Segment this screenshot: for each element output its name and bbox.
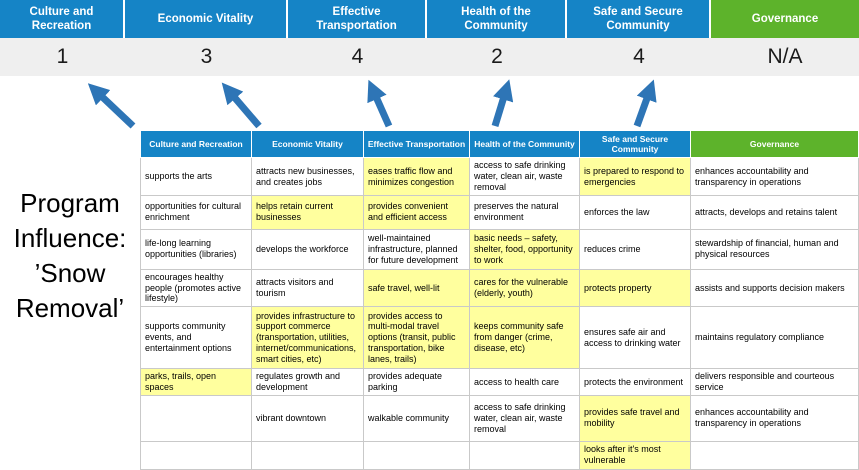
matrix-body: supports the arts attracts new businesses…	[140, 157, 859, 470]
matrix-cell-r5-c2: provides infrastructure to support comme…	[251, 306, 364, 370]
banner: Culture and Recreation Economic Vitality E…	[0, 0, 859, 76]
influence-arrow-4	[491, 79, 514, 128]
banner-label-culture-and-recreation: Culture and Recreation	[0, 0, 125, 38]
matrix-cell-r1-c5: is prepared to respond to emergencies	[579, 157, 691, 196]
matrix-cell-r2-c6: attracts, develops and retains talent	[690, 194, 859, 230]
matrix-header-governance: Governance	[690, 129, 859, 159]
matrix-cell-r2-c1: opportunities for cultural enrichment	[140, 194, 252, 230]
matrix-cell-r2-c2: helps retain current businesses	[251, 194, 364, 230]
matrix-cell-r4-c2: attracts visitors and tourism	[251, 268, 364, 308]
matrix-row-1: supports the arts attracts new businesses…	[140, 157, 859, 196]
influence-arrow-5	[633, 79, 657, 128]
matrix-cell-r6-c3: provides adequate parking	[363, 368, 470, 396]
matrix-row-2: opportunities for cultural enrichment hel…	[140, 194, 859, 230]
program-influence-label: Program Influence: ’Snow Removal’	[13, 188, 127, 323]
matrix-cell-r5-c4: keeps community safe from danger (crime,…	[469, 306, 580, 370]
matrix-cell-r4-c4: cares for the vulnerable (elderly, youth…	[469, 268, 580, 308]
matrix-cell-r3-c3: well-maintained infrastructure, planned …	[363, 228, 470, 270]
matrix-cell-r5-c1: supports community events, and entertain…	[140, 306, 252, 370]
matrix-header-safe-and-secure-community: Safe and Secure Community	[579, 129, 691, 159]
banner-score-health-of-the-community: 2	[491, 45, 503, 68]
matrix-row-5: supports community events, and entertain…	[140, 306, 859, 370]
matrix-cell-r6-c5: protects the environment	[579, 368, 691, 396]
matrix-cell-r7-c3: walkable community	[363, 394, 470, 442]
matrix-cell-r8-c4	[469, 440, 580, 470]
matrix-cell-r1-c6: enhances accountability and transparency…	[690, 157, 859, 196]
matrix-row-8: looks after it's most vulnerable	[140, 440, 859, 470]
influence-arrow-1	[87, 83, 136, 129]
influence-matrix: Culture and Recreation Economic Vitality E…	[140, 129, 859, 470]
score-arrows	[87, 79, 657, 129]
banner-score-safe-and-secure-community: 4	[633, 45, 645, 68]
matrix-cell-r5-c3: provides access to multi-modal travel op…	[363, 306, 470, 370]
matrix-cell-r4-c3: safe travel, well-lit	[363, 268, 470, 308]
banner-score-effective-transportation: 4	[351, 45, 364, 68]
matrix-cell-r3-c1: life-long learning opportunities (librar…	[140, 228, 252, 270]
matrix-cell-r2-c4: preserves the natural environment	[469, 194, 580, 230]
matrix-cell-r4-c6: assists and supports decision makers	[690, 268, 859, 308]
matrix-header-effective-transportation: Effective Transportation	[363, 129, 470, 159]
banner-score-culture-and-recreation: 1	[56, 45, 69, 68]
matrix-cell-r6-c4: access to health care	[469, 368, 580, 396]
matrix-cell-r7-c6: enhances accountability and transparency…	[690, 394, 859, 442]
banner-labels: Culture and Recreation Economic Vitality E…	[0, 0, 859, 38]
matrix-cell-r3-c5: reduces crime	[579, 228, 691, 270]
matrix-header-row: Culture and Recreation Economic Vitality E…	[140, 129, 859, 159]
matrix-cell-r1-c4: access to safe drinking water, clean air…	[469, 157, 580, 196]
matrix-cell-r3-c4: basic needs – safety, shelter, food, opp…	[469, 228, 580, 270]
matrix-cell-r6-c2: regulates growth and development	[251, 368, 364, 396]
banner-score-governance: N/A	[767, 45, 803, 68]
matrix-cell-r7-c4: access to safe drinking water, clean air…	[469, 394, 580, 442]
matrix-row-7: vibrant downtown walkable community access…	[140, 394, 859, 442]
matrix-cell-r2-c3: provides convenient and efficient access	[363, 194, 470, 230]
matrix-row-3: life-long learning opportunities (librar…	[140, 228, 859, 270]
matrix-row-4: encourages healthy people (promotes acti…	[140, 268, 859, 308]
matrix-cell-r5-c5: ensures safe air and access to drinking …	[579, 306, 691, 370]
banner-scores: 1 3 4 2 4 N/A	[0, 38, 859, 76]
matrix-cell-r1-c1: supports the arts	[140, 157, 252, 196]
matrix-cell-r2-c5: enforces the law	[579, 194, 691, 230]
matrix-cell-r8-c3	[363, 440, 470, 470]
matrix-cell-r5-c6: maintains regulatory compliance	[690, 306, 859, 370]
matrix-cell-r6-c6: delivers responsible and courteous servi…	[690, 368, 859, 396]
matrix-cell-r4-c1: encourages healthy people (promotes acti…	[140, 268, 252, 308]
matrix-cell-r3-c6: stewardship of financial, human and phys…	[690, 228, 859, 270]
matrix-cell-r4-c5: protects property	[579, 268, 691, 308]
matrix-header-culture-and-recreation: Culture and Recreation	[140, 129, 252, 159]
matrix-cell-r1-c2: attracts new businesses, and creates job…	[251, 157, 364, 196]
matrix-cell-r8-c5: looks after it's most vulnerable	[579, 440, 691, 470]
banner-label-safe-and-secure-community: Safe and Secure Community	[567, 0, 711, 38]
matrix-cell-r7-c5: provides safe travel and mobility	[579, 394, 691, 442]
matrix-row-6: parks, trails, open spaces regulates grow…	[140, 368, 859, 396]
matrix-cell-r7-c1	[140, 394, 252, 442]
matrix-cell-r8-c6	[690, 440, 859, 470]
matrix-cell-r8-c2	[251, 440, 364, 470]
influence-arrow-3	[367, 79, 393, 128]
matrix-cell-r7-c2: vibrant downtown	[251, 394, 364, 442]
matrix-cell-r3-c2: develops the workforce	[251, 228, 364, 270]
matrix-header-health-of-the-community: Health of the Community	[469, 129, 580, 159]
banner-label-economic-vitality: Economic Vitality	[125, 0, 288, 38]
matrix-cell-r6-c1: parks, trails, open spaces	[140, 368, 252, 396]
banner-label-governance: Governance	[711, 0, 859, 38]
matrix-cell-r8-c1	[140, 440, 252, 470]
influence-arrow-2	[221, 82, 262, 129]
matrix-cell-r1-c3: eases traffic flow and minimizes congest…	[363, 157, 470, 196]
banner-label-effective-transportation: Effective Transportation	[288, 0, 427, 38]
banner-score-economic-vitality: 3	[200, 45, 213, 68]
matrix-header-economic-vitality: Economic Vitality	[251, 129, 364, 159]
banner-label-health-of-the-community: Health of the Community	[427, 0, 567, 38]
